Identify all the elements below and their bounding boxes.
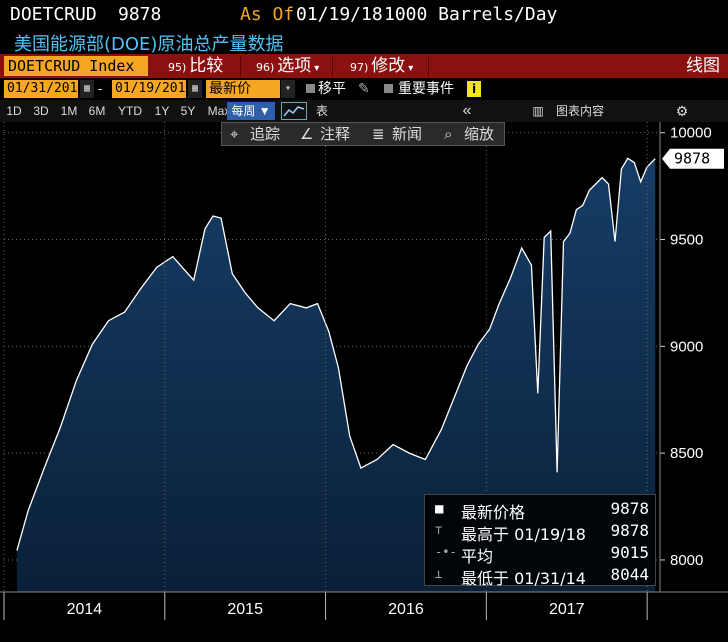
period-row: 1D 3D 1M 6M YTD 1Y 5Y Max 每周 ▼ 表 « ▥ 图表内容 ⚙	[0, 100, 728, 122]
divider	[332, 56, 333, 76]
line-chart-label[interactable]: 线图	[686, 56, 720, 76]
pencil-icon[interactable]: ✎	[358, 81, 370, 97]
period-button-5y[interactable]: 5Y	[180, 104, 196, 118]
track-button[interactable]: 追踪	[250, 125, 281, 143]
legend-high-label: 最高于 01/19/18	[461, 525, 586, 544]
moving-average-label: 移平	[318, 81, 346, 97]
date-range-row: 01/31/2014 ▦ - 01/19/2018 ▦ 最新价 ▾ 移平 ✎ 重…	[0, 78, 728, 100]
chart-content-button[interactable]: 图表内容	[555, 104, 604, 118]
collapse-icon[interactable]: «	[462, 102, 472, 119]
ticker-symbol: DOETCRUD	[10, 4, 97, 25]
units-label: 1000 Barrels/Day	[384, 4, 558, 25]
average-marker-icon: -•-	[435, 545, 457, 559]
calendar-icon[interactable]: ▦	[80, 80, 94, 98]
asof-label: As Of	[240, 4, 295, 25]
period-button-ytd[interactable]: YTD	[118, 104, 142, 118]
chart-content-icon: ▥	[532, 104, 544, 118]
legend-avg-label: 平均	[461, 547, 494, 566]
quote-header: DOETCRUD 9878 As Of 01/19/18 1000 Barrel…	[0, 0, 728, 30]
start-date-input[interactable]: 01/31/2014	[4, 80, 85, 98]
x-tick-label: 2017	[549, 601, 585, 618]
period-button-max[interactable]: Max	[207, 104, 231, 118]
command-bar: DOETCRUD Index 95) 比较 96) 选项 ▾ 97) 修改 ▾ 线图	[0, 54, 728, 78]
gear-icon[interactable]: ⚙	[675, 103, 689, 119]
x-tick-label: 2014	[67, 601, 103, 618]
zoom-button[interactable]: 缩放	[464, 125, 495, 143]
end-date-input[interactable]: 01/19/2018	[112, 80, 193, 98]
title-row: 美国能源部(DOE)原油总产量数据	[0, 30, 728, 55]
events-checkbox[interactable]	[384, 84, 393, 93]
y-tick-label: 10000	[670, 125, 712, 142]
news-button[interactable]: 新闻	[392, 125, 423, 143]
chevron-down-icon: ▾	[408, 63, 414, 74]
options-button[interactable]: 96) 选项 ▾	[256, 56, 320, 76]
legend-last-value: 9878	[610, 499, 649, 518]
legend-avg-value: 9015	[610, 543, 649, 562]
news-icon[interactable]: ≣	[372, 125, 385, 143]
security-input[interactable]: DOETCRUD Index	[4, 56, 148, 76]
y-tick-label: 9000	[670, 338, 703, 355]
asof-date: 01/19/18	[296, 4, 383, 25]
legend-low-label: 最低于 01/31/14	[461, 569, 586, 588]
events-label: 重要事件	[398, 81, 454, 97]
period-button-3d[interactable]: 3D	[33, 104, 49, 118]
chevron-down-icon: ▾	[314, 63, 320, 74]
x-tick-label: 2015	[227, 601, 263, 618]
y-tick-label: 9500	[670, 232, 703, 249]
table-button[interactable]: 表	[315, 104, 328, 118]
price-line	[16, 157, 656, 551]
chart-title: 美国能源部(DOE)原油总产量数据	[14, 34, 284, 55]
line-chart-icon[interactable]	[281, 102, 307, 120]
period-button-1m[interactable]: 1M	[60, 104, 78, 118]
last-price-tag-text: 9878	[674, 150, 710, 168]
period-button-6m[interactable]: 6M	[88, 104, 106, 118]
frequency-select[interactable]: 每周 ▼	[227, 102, 275, 120]
area-fill	[16, 158, 656, 593]
price-field-select[interactable]: 最新价	[206, 80, 280, 98]
annotate-button[interactable]: 注释	[320, 125, 351, 143]
last-value: 9878	[118, 4, 162, 25]
legend-square-icon: ■	[435, 501, 444, 517]
x-tick-label: 2016	[388, 601, 424, 618]
low-marker-icon: ⊥	[435, 567, 443, 581]
chart-toolbar: ⌖ 追踪 ∠ 注释 ≣ 新闻 ⌕ 缩放	[221, 122, 505, 146]
high-marker-icon: ⊤	[435, 523, 443, 537]
date-dash: -	[98, 82, 103, 96]
period-button-1d[interactable]: 1D	[6, 104, 22, 118]
edit-button[interactable]: 97) 修改 ▾	[350, 56, 414, 76]
divider	[428, 56, 429, 76]
x-axis: 2014 2015 2016 2017	[0, 122, 728, 620]
pen-icon[interactable]: ∠	[300, 125, 314, 143]
divider	[240, 56, 241, 76]
last-price-tag: 9878	[662, 148, 724, 169]
zoom-icon[interactable]: ⌕	[444, 125, 453, 143]
y-tick-label: 8500	[670, 445, 703, 462]
moving-average-checkbox[interactable]	[306, 84, 315, 93]
crosshair-icon[interactable]: ⌖	[230, 125, 239, 143]
legend-low-value: 8044	[610, 565, 649, 584]
legend-panel: ■ 最新价格 9878 ⊤ 最高于 01/19/18 9878 -•- 平均 9…	[424, 494, 656, 588]
legend-last-label: 最新价格	[461, 503, 526, 522]
info-icon[interactable]: i	[467, 81, 481, 97]
compare-button[interactable]: 95) 比较	[168, 56, 224, 76]
chevron-down-icon[interactable]: ▾	[281, 80, 295, 98]
legend-high-value: 9878	[610, 521, 649, 540]
calendar-icon[interactable]: ▦	[188, 80, 202, 98]
price-chart[interactable]: 8000 8500 9000 9500 10000 2014 2015 2016 2017 9…	[0, 122, 728, 642]
period-button-1y[interactable]: 1Y	[154, 104, 170, 118]
y-tick-label: 8000	[670, 552, 703, 569]
y-axis: 8000 8500 9000 9500 10000	[659, 122, 712, 592]
